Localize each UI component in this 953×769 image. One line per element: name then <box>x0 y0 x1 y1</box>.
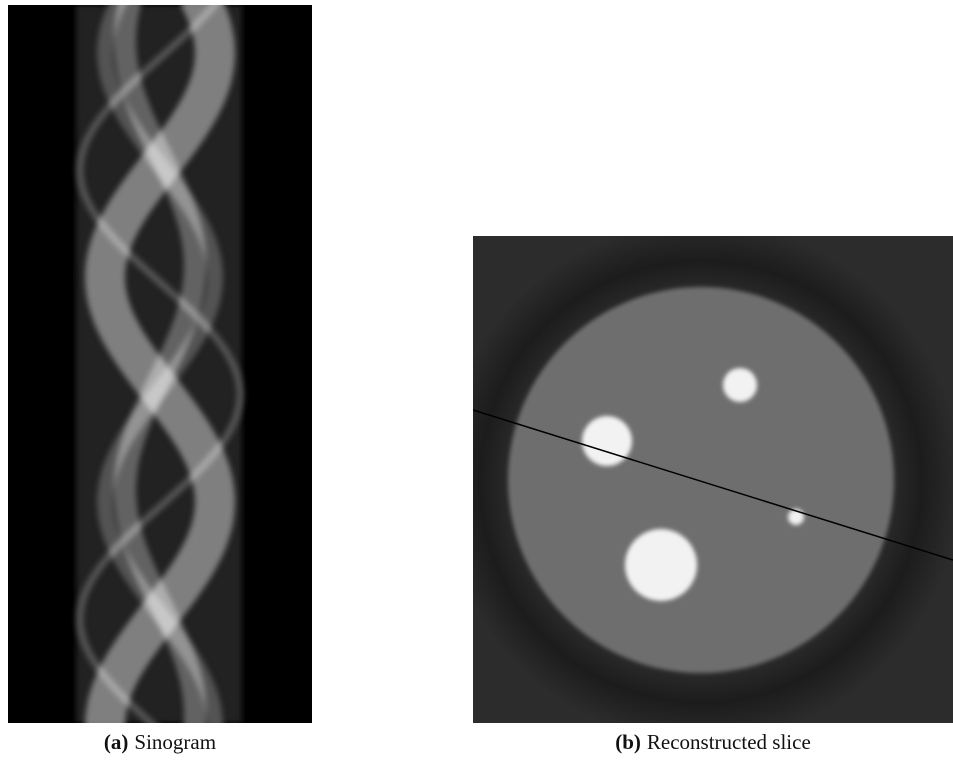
insert <box>625 529 697 601</box>
caption-text: Reconstructed slice <box>647 730 811 754</box>
insert <box>582 416 632 466</box>
caption-a: (a)Sinogram <box>104 730 216 755</box>
caption-text: Sinogram <box>134 730 216 754</box>
caption-label: (a) <box>104 730 129 754</box>
sinogram-image <box>8 5 312 723</box>
caption-b: (b)Reconstructed slice <box>615 730 811 755</box>
insert <box>723 368 757 402</box>
slice-image <box>473 236 953 723</box>
page: (a)Sinogram (b)Reconstructed slice (() =… <box>0 0 953 769</box>
phantom-disk <box>508 287 894 673</box>
caption-label: (b) <box>615 730 641 754</box>
